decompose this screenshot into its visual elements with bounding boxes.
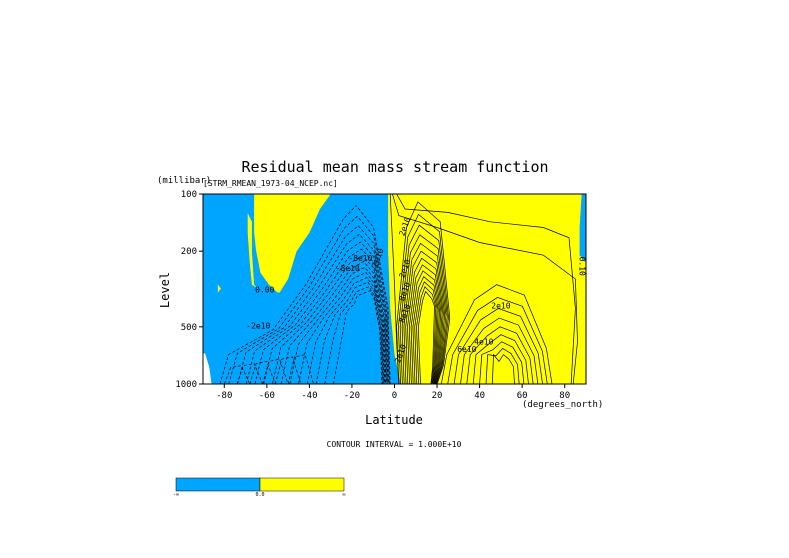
x-tick-label: 0 (392, 391, 397, 401)
negative-contour-line (236, 363, 263, 384)
positive-contour-line (407, 257, 443, 384)
negative-contour-line (262, 358, 289, 384)
colorbar-positive-swatch (259, 477, 345, 492)
positive-contour-line (460, 317, 539, 384)
contour-label: -2e10 (246, 321, 270, 330)
positive-contour-line (401, 234, 447, 384)
negative-contour-line (274, 356, 302, 384)
negative-contour-line (333, 290, 383, 384)
positive-region-small (217, 284, 221, 293)
colorbar-label-min: -∞ (173, 492, 179, 498)
negative-contour-line (306, 277, 385, 384)
contour-label: 6e10 (457, 345, 476, 354)
positive-contour-line (396, 194, 576, 384)
positive-contour-line (447, 297, 548, 384)
y-tick-label: 1000 (175, 380, 197, 390)
negative-region (203, 194, 278, 295)
chart-subtitle: [STRM_RMEAN_1973-04_NCEP.nc] (203, 179, 338, 188)
x-axis: -80 -60 -40 -20 0 20 40 60 80 (216, 384, 570, 401)
positive-contour-line (408, 264, 442, 384)
negative-contour-line (324, 286, 383, 384)
negative-contour-line (298, 272, 385, 384)
negative-contour-line (245, 233, 389, 384)
positive-contour-line (440, 284, 553, 384)
contour-label: -8e10 (348, 254, 372, 263)
negative-contour-line (289, 266, 386, 384)
negative-contour-line (228, 215, 390, 384)
positive-contour-line (416, 286, 437, 384)
colorbar: -∞ 0.0 ∞ (173, 477, 346, 498)
negative-region (579, 194, 586, 263)
y-axis: 100 200 500 1000 (175, 190, 203, 390)
x-tick-label: -40 (301, 391, 317, 401)
contour-label: -8e10 (336, 264, 360, 273)
negative-contour-line (237, 225, 390, 384)
positive-contour-line (396, 201, 451, 384)
contour-label: 2e10 (491, 301, 510, 310)
positive-contour-line (492, 353, 515, 384)
positive-contour-line (466, 326, 534, 384)
x-tick-label: 20 (432, 391, 443, 401)
negative-region (203, 194, 401, 384)
negative-contour-line (315, 281, 384, 384)
negative-contour-line (272, 255, 387, 384)
plot-area (203, 194, 586, 384)
y-axis-label: Level (158, 272, 172, 308)
positive-contour-line (403, 242, 446, 384)
positive-contour-line (398, 213, 449, 384)
positive-contour-line (479, 341, 525, 384)
negative-contour-line (249, 360, 276, 384)
contour-label: 0.00 (255, 286, 274, 295)
missing-data-region (203, 353, 212, 384)
positive-contour-line (405, 250, 444, 384)
positive-contour-line (389, 194, 400, 384)
y-tick-label: 500 (181, 323, 197, 333)
contour-label: 0.10 (578, 257, 587, 276)
chart-title: Residual mean mass stream function (241, 158, 548, 176)
positive-contour-line (485, 348, 520, 384)
negative-contour-line (219, 204, 391, 384)
contour-label: 4e10 (474, 338, 493, 347)
negative-contour-line (223, 365, 251, 384)
positive-contour-line (417, 290, 435, 384)
positive-contour-line (414, 281, 438, 384)
x-tick-label: 80 (559, 391, 570, 401)
y-tick-label: 100 (181, 190, 197, 200)
positive-contour-line (472, 334, 529, 384)
x-tick-label: 60 (517, 391, 528, 401)
negative-contour-line (254, 241, 389, 384)
positive-contour-line (410, 270, 440, 384)
negative-contour-line (280, 261, 387, 384)
contour-interval-note: CONTOUR INTERVAL = 1.000E+10 (327, 440, 462, 449)
positive-contour-line (392, 194, 578, 384)
x-tick-label: 40 (474, 391, 485, 401)
x-axis-label: Latitude (365, 413, 423, 427)
negative-contour-line (263, 248, 388, 384)
colorbar-label-max: ∞ (342, 492, 345, 498)
x-tick-label: -80 (216, 391, 232, 401)
x-axis-units: (degrees_north) (522, 400, 603, 410)
x-tick-label: -60 (259, 391, 275, 401)
positive-contour-line (453, 308, 543, 384)
colorbar-label-zero: 0.0 (255, 492, 264, 498)
x-tick-label: -20 (344, 391, 360, 401)
positive-contour-line (412, 276, 439, 384)
y-tick-label: 200 (181, 247, 197, 257)
colorbar-negative-swatch (175, 477, 261, 492)
positive-contour-line (399, 224, 448, 384)
y-axis-units: (millibar) (157, 176, 211, 186)
